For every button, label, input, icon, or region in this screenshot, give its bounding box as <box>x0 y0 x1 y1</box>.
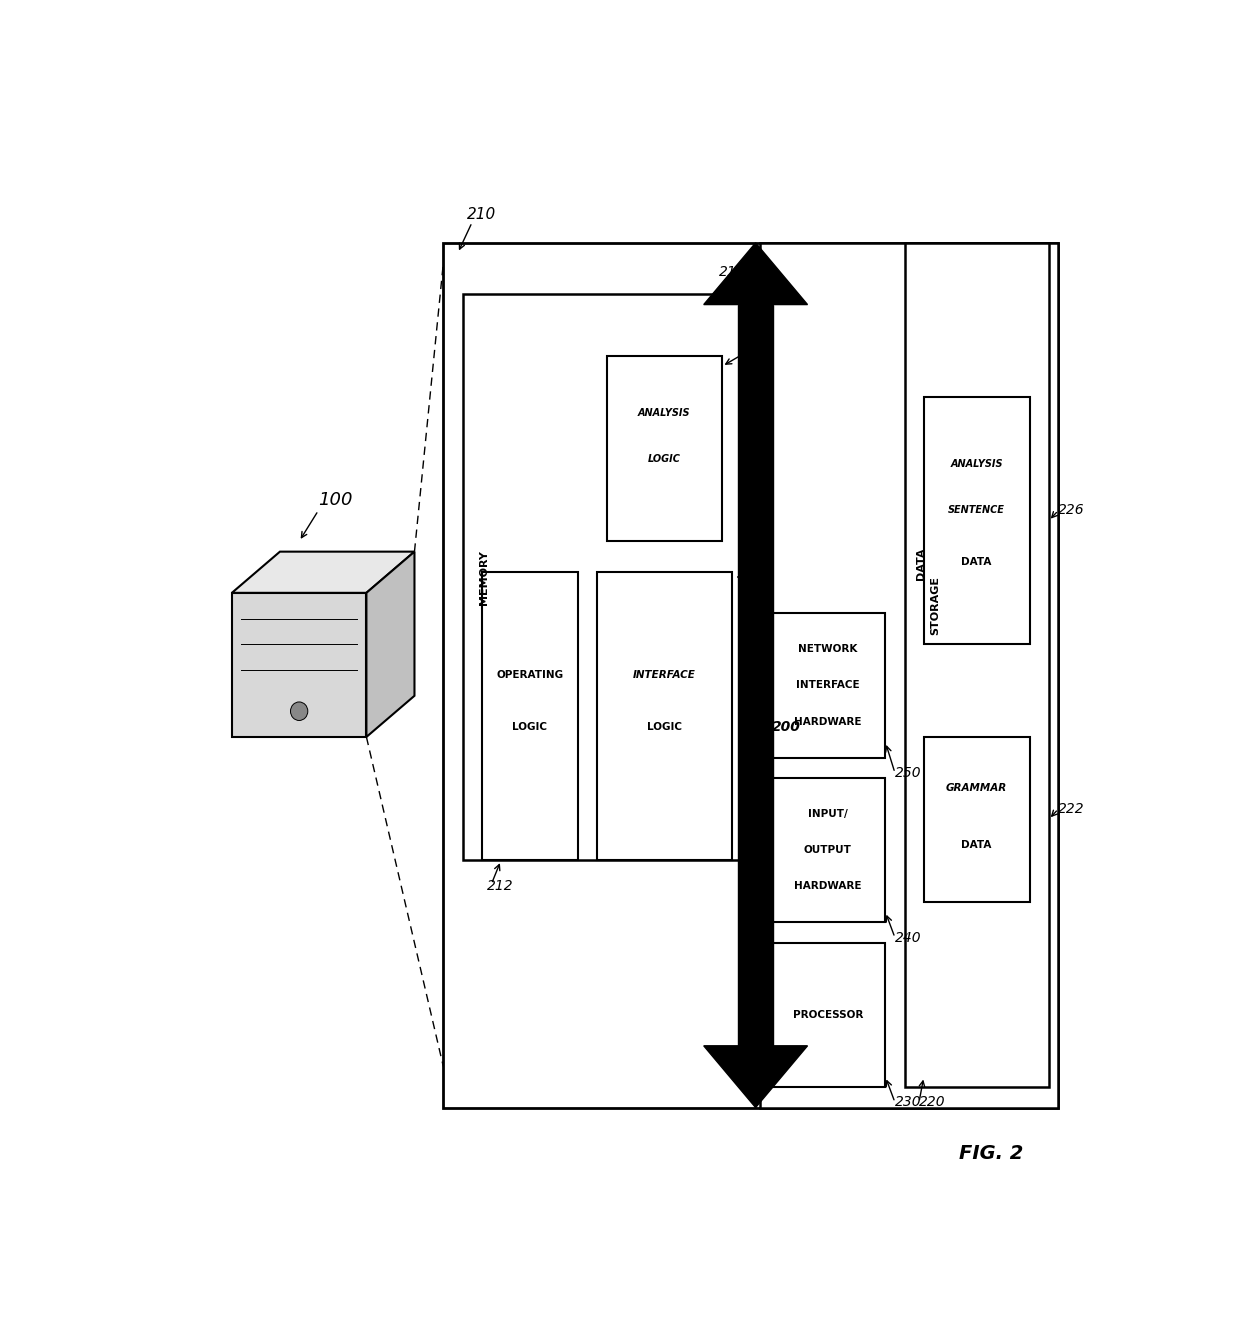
Bar <box>924 737 1029 901</box>
Bar <box>924 397 1029 644</box>
Text: 250: 250 <box>895 766 921 779</box>
Text: LOCAL INTERFACE: LOCAL INTERFACE <box>745 579 756 690</box>
Text: MEMORY: MEMORY <box>479 550 489 604</box>
Text: LOGIC: LOGIC <box>647 455 681 464</box>
Text: 230: 230 <box>895 1095 921 1110</box>
Text: 210: 210 <box>467 207 496 222</box>
Text: GRAMMAR: GRAMMAR <box>946 783 1007 793</box>
Text: STORAGE: STORAGE <box>930 576 940 635</box>
Text: LOGIC: LOGIC <box>647 722 682 731</box>
Text: NETWORK: NETWORK <box>799 644 857 654</box>
Text: INTERFACE: INTERFACE <box>796 681 859 690</box>
Circle shape <box>290 702 308 721</box>
Text: 222: 222 <box>1059 802 1085 816</box>
Text: 220: 220 <box>919 1095 946 1110</box>
Text: 226: 226 <box>1059 504 1085 517</box>
Text: 100: 100 <box>319 491 353 509</box>
Bar <box>596 572 732 861</box>
Text: 216: 216 <box>748 329 775 342</box>
Bar <box>770 943 885 1087</box>
Text: PROCESSOR: PROCESSOR <box>792 1009 863 1020</box>
Text: OPERATING: OPERATING <box>496 670 563 681</box>
Bar <box>463 294 750 861</box>
Text: HARDWARE: HARDWARE <box>794 717 862 726</box>
Polygon shape <box>704 243 807 305</box>
Text: ANALYSIS: ANALYSIS <box>639 408 691 417</box>
Polygon shape <box>704 1046 807 1107</box>
Bar <box>770 778 885 923</box>
Bar <box>738 305 773 1046</box>
Text: FIG. 2: FIG. 2 <box>959 1144 1023 1163</box>
Text: SENTENCE: SENTENCE <box>949 505 1006 516</box>
Text: DATA: DATA <box>961 558 992 567</box>
Text: INPUT/: INPUT/ <box>807 809 848 820</box>
Polygon shape <box>232 552 414 592</box>
Text: LOGIC: LOGIC <box>512 722 547 731</box>
Bar <box>770 614 885 758</box>
Polygon shape <box>367 552 414 737</box>
Text: DATA: DATA <box>916 547 926 580</box>
Bar <box>444 243 1058 1107</box>
Bar <box>606 356 722 541</box>
Text: 214: 214 <box>719 265 746 279</box>
Text: HARDWARE: HARDWARE <box>794 881 862 892</box>
Text: DATA: DATA <box>961 840 992 850</box>
Bar <box>760 243 1058 1107</box>
Text: OUTPUT: OUTPUT <box>804 845 852 856</box>
Text: ANALYSIS: ANALYSIS <box>950 459 1003 469</box>
Bar <box>905 243 1049 1087</box>
Text: 212: 212 <box>486 880 513 893</box>
Text: 240: 240 <box>895 931 921 945</box>
Bar <box>481 572 578 861</box>
Text: INTERFACE: INTERFACE <box>632 670 696 681</box>
Text: 200: 200 <box>773 719 801 734</box>
Bar <box>232 592 367 737</box>
